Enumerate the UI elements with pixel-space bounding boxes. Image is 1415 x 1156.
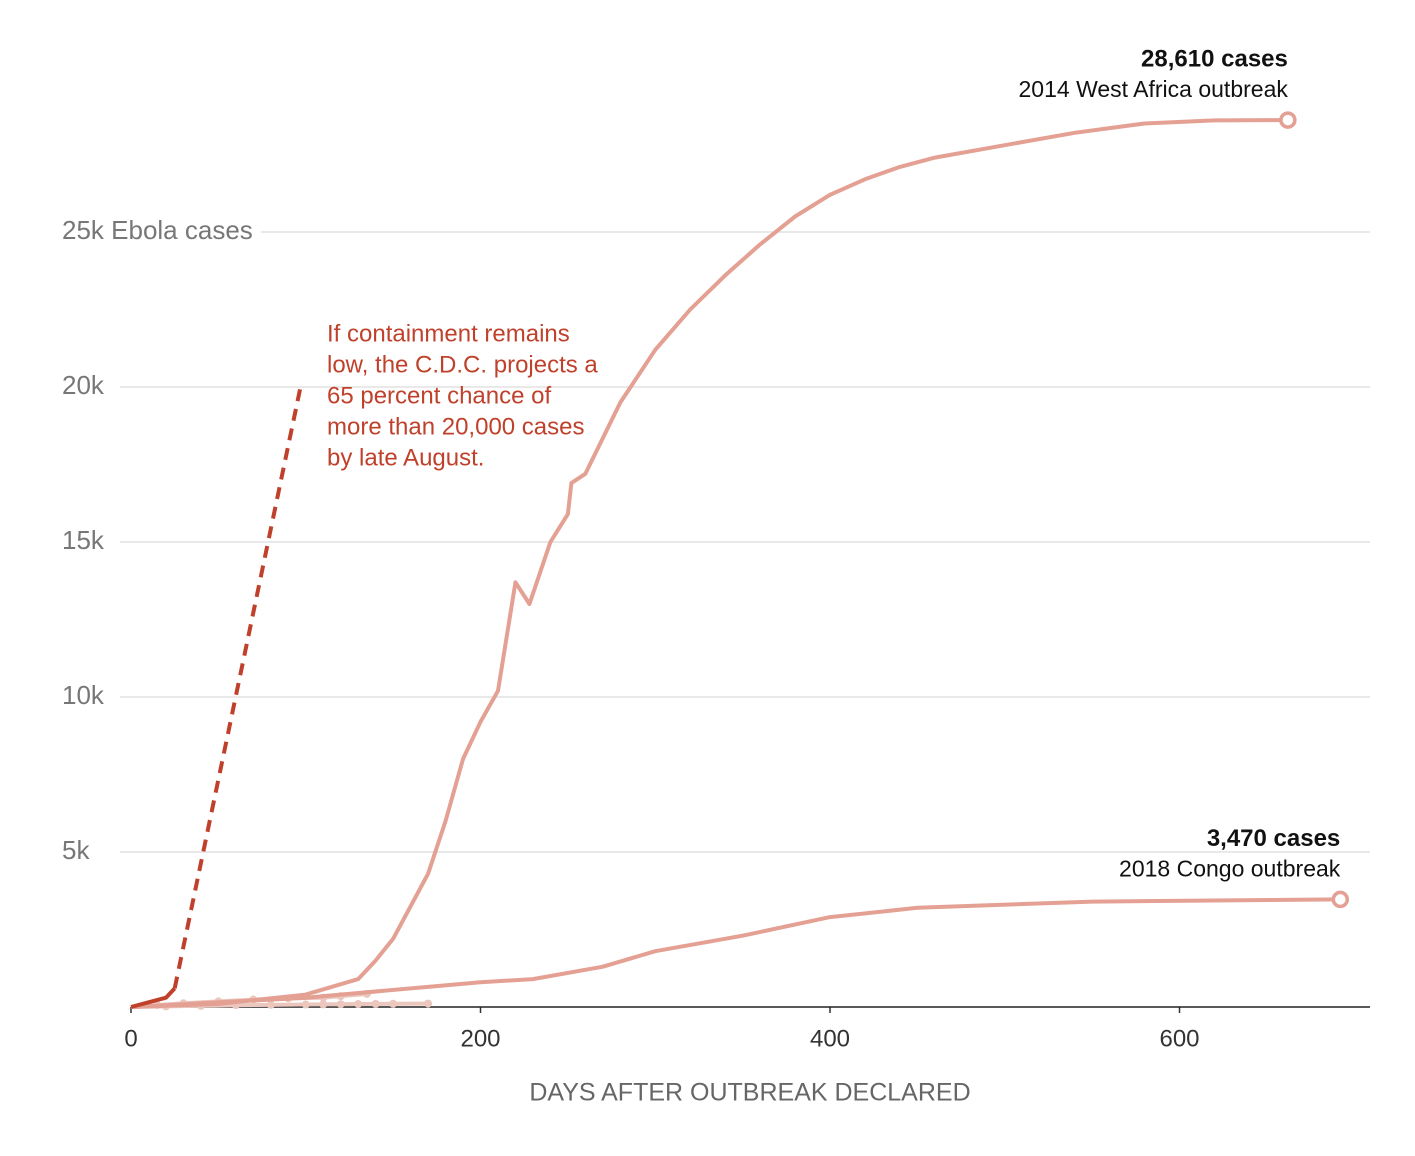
point (354, 1000, 363, 1009)
end-marker (1331, 890, 1350, 909)
point (336, 1000, 345, 1009)
x-tick-label: 0 (124, 1025, 137, 1052)
point (266, 1000, 275, 1009)
annotation: If containment remains (327, 320, 570, 347)
series-line (130, 118, 1288, 1009)
value-label: 3,470 cases (1207, 825, 1340, 852)
series-line (130, 897, 1341, 1009)
point (424, 999, 433, 1008)
point (371, 999, 380, 1008)
x-axis-label: DAYS AFTER OUTBREAK DECLARED (529, 1079, 970, 1107)
annotation: more than 20,000 cases (327, 413, 585, 440)
series-line (172, 386, 303, 989)
annotation: by late August. (327, 444, 484, 471)
series-label: 2018 Congo outbreak (1119, 856, 1341, 882)
x-tick-label: 600 (1159, 1025, 1199, 1052)
y-tick-label: 10k (62, 680, 105, 710)
y-tick-label: 25k Ebola cases (62, 215, 253, 245)
x-tick-label: 200 (460, 1025, 500, 1052)
x-tick-label: 400 (810, 1025, 850, 1052)
y-tick-label: 15k (62, 525, 105, 555)
annotation: 65 percent chance of (327, 382, 551, 409)
point (319, 1000, 328, 1009)
point (301, 1000, 310, 1009)
series-line (130, 987, 177, 1009)
y-tick-label: 20k (62, 370, 105, 400)
y-tick-label: 5k (62, 835, 90, 865)
end-marker (1279, 111, 1297, 129)
point (389, 999, 398, 1008)
annotation: low, the C.D.C. projects a (327, 351, 598, 378)
value-label: 28,610 cases (1141, 45, 1288, 72)
series-label: 2014 West Africa outbreak (1019, 76, 1289, 102)
